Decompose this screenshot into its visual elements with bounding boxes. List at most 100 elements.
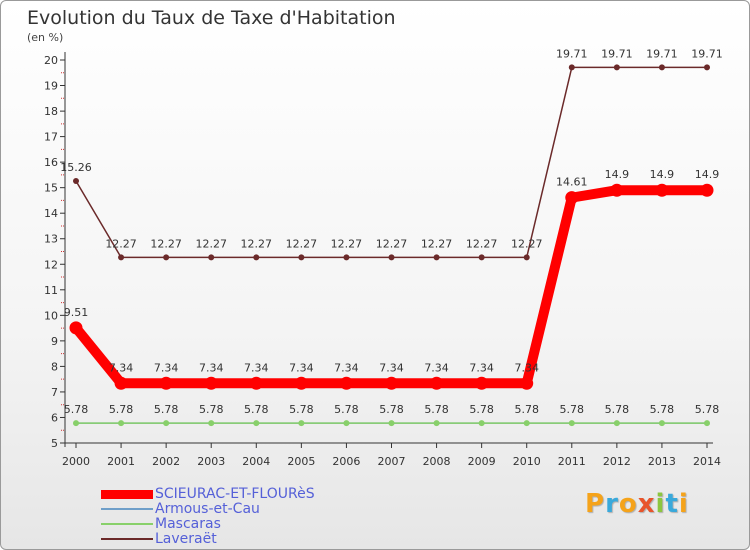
data-label-mascaras: 5.78 xyxy=(695,403,720,416)
legend-swatch-laveraet xyxy=(101,538,153,540)
data-label-scieurac: 7.34 xyxy=(514,361,539,374)
data-label-laveraet: 12.27 xyxy=(241,237,273,250)
data-point-laveraet xyxy=(478,254,485,261)
legend-label-scieurac: SCIEURAC-ET-FLOURèS xyxy=(155,486,315,502)
data-label-mascaras: 5.78 xyxy=(334,403,359,416)
data-label-mascaras: 5.78 xyxy=(650,403,675,416)
x-tick-label: 2001 xyxy=(107,455,135,468)
y-tick-label: 10 xyxy=(44,309,58,322)
data-point-scieurac xyxy=(159,376,173,390)
data-point-scieurac xyxy=(655,183,669,197)
y-tick-label: 12 xyxy=(44,258,58,271)
x-tick-label: 2005 xyxy=(287,455,315,468)
data-label-mascaras: 5.78 xyxy=(605,403,630,416)
data-label-mascaras: 5.78 xyxy=(560,403,585,416)
x-tick-label: 2011 xyxy=(558,455,586,468)
legend-swatch-scieurac xyxy=(101,490,153,499)
x-tick-label: 2012 xyxy=(603,455,631,468)
data-point-scieurac xyxy=(475,376,489,390)
data-point-mascaras xyxy=(253,420,260,427)
y-tick-label: 6 xyxy=(51,411,58,424)
data-point-laveraet xyxy=(253,254,260,261)
y-tick-label: 19 xyxy=(44,80,58,93)
x-tick-label: 2008 xyxy=(423,455,451,468)
data-label-mascaras: 5.78 xyxy=(154,403,179,416)
y-tick-label: 18 xyxy=(44,105,58,118)
data-point-laveraet xyxy=(118,254,125,261)
data-point-laveraet xyxy=(388,254,395,261)
data-label-mascaras: 5.78 xyxy=(109,403,134,416)
y-tick-label: 7 xyxy=(51,386,58,399)
data-label-laveraet: 12.27 xyxy=(511,237,543,250)
x-tick-label: 2006 xyxy=(332,455,360,468)
data-point-laveraet xyxy=(704,64,710,71)
y-tick-label: 11 xyxy=(44,284,58,297)
data-point-laveraet xyxy=(343,254,350,261)
data-point-mascaras xyxy=(73,420,79,427)
data-point-scieurac xyxy=(700,183,714,197)
logo-letter: o xyxy=(618,489,638,519)
data-point-mascaras xyxy=(343,420,350,427)
data-label-mascaras: 5.78 xyxy=(244,403,269,416)
series-line-laveraet xyxy=(75,66,708,259)
data-point-scieurac xyxy=(69,321,83,335)
legend-label-mascaras: Mascaras xyxy=(155,516,221,532)
data-point-laveraet xyxy=(613,64,620,71)
legend-label-armous: Armous-et-Cau xyxy=(155,501,260,517)
x-tick-label: 2013 xyxy=(648,455,676,468)
data-label-laveraet: 12.27 xyxy=(195,237,227,250)
y-tick-label: 16 xyxy=(44,156,58,169)
data-label-scieurac: 14.61 xyxy=(556,176,588,189)
legend-swatch-armous xyxy=(101,508,153,510)
data-label-mascaras: 5.78 xyxy=(514,403,539,416)
data-point-scieurac xyxy=(339,376,353,390)
data-label-mascaras: 5.78 xyxy=(469,403,494,416)
data-label-scieurac: 14.9 xyxy=(605,168,630,181)
series-line-scieurac xyxy=(71,185,712,389)
y-tick-label: 5 xyxy=(51,437,58,450)
data-label-scieurac: 7.34 xyxy=(424,361,449,374)
data-label-mascaras: 5.78 xyxy=(379,403,404,416)
data-label-scieurac: 7.34 xyxy=(379,361,404,374)
y-tick-label: 15 xyxy=(44,182,58,195)
data-point-mascaras xyxy=(298,420,305,427)
data-label-scieurac: 9.51 xyxy=(64,306,89,319)
logo-letter: x xyxy=(637,489,656,519)
data-label-laveraet: 19.71 xyxy=(691,47,723,60)
data-point-scieurac xyxy=(249,376,263,390)
data-point-scieurac xyxy=(610,183,624,197)
data-point-laveraet xyxy=(208,254,215,261)
x-tick-label: 2010 xyxy=(513,455,541,468)
y-tick-label: 9 xyxy=(51,335,58,348)
data-label-scieurac: 7.34 xyxy=(469,361,494,374)
data-point-laveraet xyxy=(433,254,440,261)
data-point-laveraet xyxy=(298,254,305,261)
data-point-mascaras xyxy=(613,420,620,427)
logo-letter: i xyxy=(678,489,689,519)
x-tick-label: 2009 xyxy=(468,455,496,468)
data-point-mascaras xyxy=(568,420,575,427)
unit-label: (en %) xyxy=(27,31,64,44)
data-label-mascaras: 5.78 xyxy=(424,403,449,416)
data-point-mascaras xyxy=(433,420,440,427)
data-point-mascaras xyxy=(118,420,125,427)
logo-letter: P xyxy=(585,489,606,519)
data-point-laveraet xyxy=(163,254,170,261)
data-label-mascaras: 5.78 xyxy=(199,403,224,416)
data-point-scieurac xyxy=(565,191,579,205)
data-label-laveraet: 12.27 xyxy=(421,237,453,250)
y-tick-label: 13 xyxy=(44,233,58,246)
proxiti-logo: Proxiti xyxy=(585,489,689,519)
data-label-scieurac: 14.9 xyxy=(695,168,720,181)
data-label-laveraet: 15.26 xyxy=(60,161,92,174)
logo-letter: r xyxy=(605,489,619,519)
chart-title: Evolution du Taux de Taxe d'Habitation xyxy=(27,7,396,29)
data-label-laveraet: 12.27 xyxy=(150,237,182,250)
data-point-laveraet xyxy=(658,64,665,71)
data-point-scieurac xyxy=(520,376,534,390)
data-label-laveraet: 19.71 xyxy=(646,47,678,60)
data-label-laveraet: 12.27 xyxy=(331,237,363,250)
data-label-scieurac: 7.34 xyxy=(109,361,134,374)
logo-letter: i xyxy=(655,489,666,519)
data-label-laveraet: 19.71 xyxy=(556,47,588,60)
